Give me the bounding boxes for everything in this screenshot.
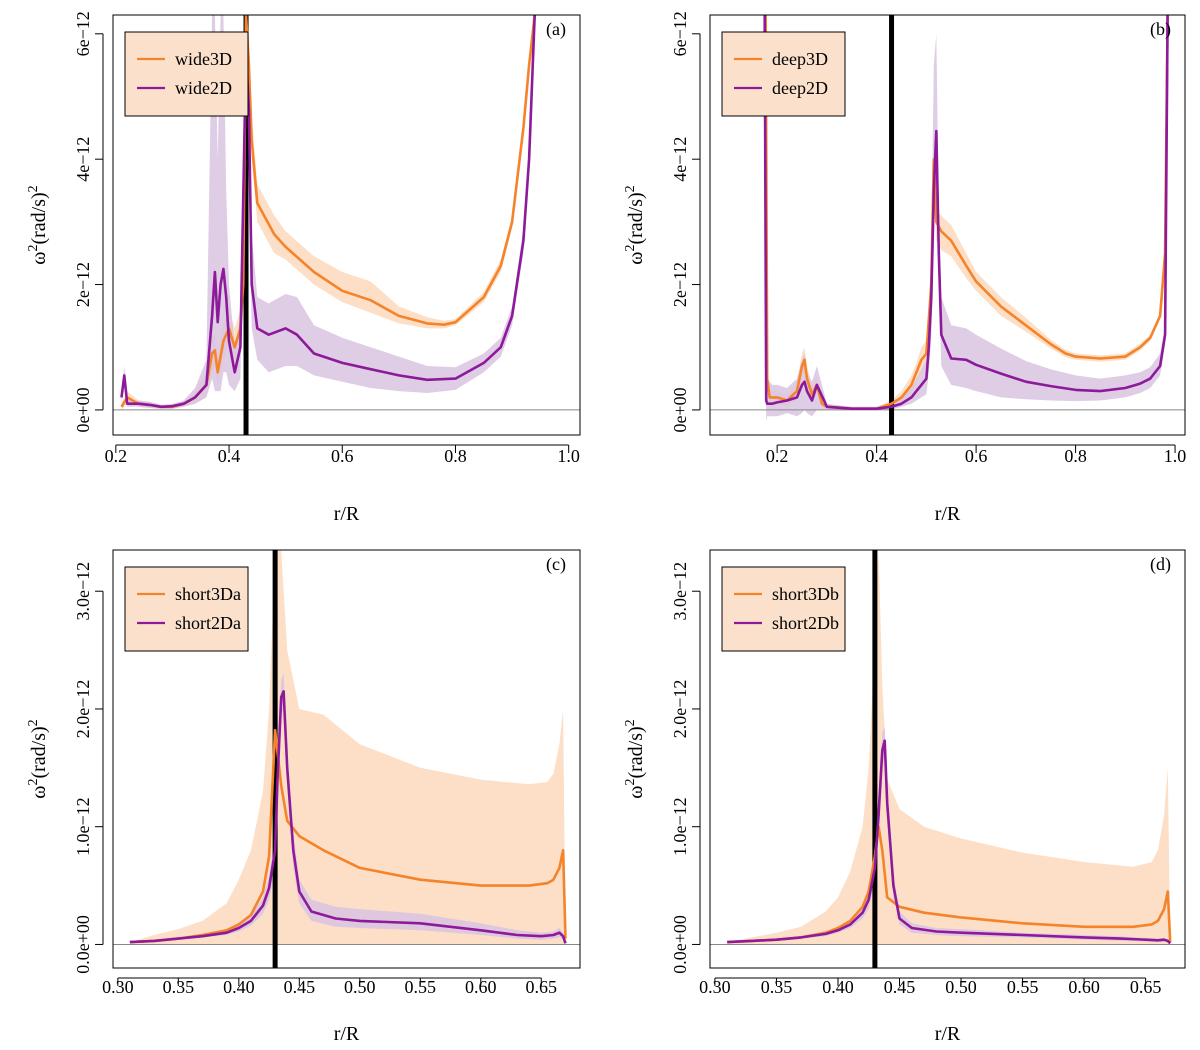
legend-label: short2Db <box>772 613 839 633</box>
x-tick-label: 0.55 <box>405 977 437 997</box>
series-line-short3Da <box>129 728 567 944</box>
x-axis: 0.2 0.4 0.6 0.8 1.0 <box>766 444 1187 466</box>
y-tick-label: 3.0e−12 <box>670 562 690 621</box>
x-tick-label: 0.60 <box>1068 977 1100 997</box>
y-tick-label: 0.0e+00 <box>73 915 93 974</box>
y-tick-label: 4e−12 <box>73 137 93 182</box>
x-tick-label: 0.30 <box>102 977 134 997</box>
x-tick-label: 0.6 <box>965 446 988 466</box>
y-tick-label: 0e+00 <box>73 387 93 432</box>
x-tick-label: 0.45 <box>284 977 316 997</box>
x-tick-label: 0.4 <box>865 446 888 466</box>
y-tick-label: 1.0e−12 <box>73 797 93 856</box>
x-tick-label: 0.8 <box>444 446 467 466</box>
x-axis-title: r/R <box>334 1023 360 1045</box>
y-axis-title: ω2(rad/s)2 <box>26 185 50 264</box>
legend-label: wide3D <box>175 49 232 69</box>
legend: wide3D wide2D <box>124 31 249 117</box>
y-tick-label: 0e+00 <box>670 387 690 432</box>
x-axis: 0.30 0.35 0.40 0.45 0.50 0.55 0.60 0.65 <box>699 977 1161 997</box>
x-tick-label: 0.60 <box>465 977 497 997</box>
legend-box <box>124 566 249 652</box>
legend-box <box>721 566 846 652</box>
y-tick-label: 3.0e−12 <box>73 562 93 621</box>
y-tick-label: 2.0e−12 <box>73 680 93 739</box>
y-tick-label: 1.0e−12 <box>670 797 690 856</box>
series-line-deep2D <box>763 15 1169 411</box>
x-tick-label: 0.8 <box>1064 446 1087 466</box>
x-tick-label: 0.40 <box>223 977 255 997</box>
legend-label: short2Da <box>175 613 241 633</box>
legend: short3Db short2Db <box>721 566 846 652</box>
y-axis: 0.0e+00 1.0e−12 2.0e−12 3.0e−12 <box>670 562 701 974</box>
x-tick-label: 0.40 <box>822 977 854 997</box>
series-line-deep3D <box>764 15 1169 411</box>
x-tick-label: 0.2 <box>766 446 789 466</box>
series-line-short2Da <box>129 689 567 944</box>
x-tick-label: 0.50 <box>344 977 376 997</box>
plot-frame <box>709 14 1186 436</box>
x-tick-label: 0.2 <box>105 446 128 466</box>
x-axis-title: r/R <box>935 1023 961 1045</box>
panel-label: (b) <box>1150 19 1171 40</box>
y-tick-label: 4e−12 <box>670 137 690 182</box>
y-axis: 0.0e+00 1.0e−12 2.0e−12 3.0e−12 <box>73 562 104 974</box>
x-axis-title: r/R <box>334 503 360 525</box>
legend-label: short3Db <box>772 584 839 604</box>
y-axis: 0e+00 2e−12 4e−12 6e−12 <box>670 11 701 432</box>
legend: short3Da short2Da <box>124 566 249 652</box>
legend-label: deep3D <box>772 49 828 69</box>
panel-b: 0.2 0.4 0.6 0.8 1.0 r/R 0e+00 2e−12 4e−12 6e−12 ω2… <box>623 11 1186 525</box>
panel-label: (c) <box>546 554 566 575</box>
x-tick-label: 0.50 <box>945 977 977 997</box>
y-axis-title: ω2(rad/s)2 <box>623 185 647 264</box>
series-line-wide2D <box>120 15 536 409</box>
x-tick-label: 0.55 <box>1007 977 1039 997</box>
x-tick-label: 0.30 <box>699 977 731 997</box>
y-axis-title: ω2(rad/s)2 <box>26 719 50 798</box>
y-axis: 0e+00 2e−12 4e−12 6e−12 <box>73 11 104 432</box>
plot-frame <box>112 549 581 969</box>
y-tick-label: 2e−12 <box>73 262 93 307</box>
band-short3Db <box>727 550 1171 945</box>
legend-label: wide2D <box>175 78 232 98</box>
plot-area <box>113 550 580 968</box>
x-axis: 0.30 0.35 0.40 0.45 0.50 0.55 0.60 0.65 <box>102 977 557 997</box>
x-axis-title: r/R <box>935 503 961 525</box>
x-tick-label: 0.6 <box>331 446 354 466</box>
plot-frame <box>709 549 1186 969</box>
x-tick-label: 0.35 <box>761 977 793 997</box>
y-tick-label: 2e−12 <box>670 262 690 307</box>
panel-c: 0.30 0.35 0.40 0.45 0.50 0.55 0.60 0.65 r/R 0.0e+… <box>26 549 581 1045</box>
x-tick-label: 1.0 <box>557 446 580 466</box>
plot-frame <box>112 14 581 436</box>
series-line-short2Db <box>727 739 1172 945</box>
plot-area <box>710 550 1185 968</box>
legend-label: short3Da <box>175 584 241 604</box>
y-tick-label: 6e−12 <box>670 11 690 56</box>
band-short3Da <box>129 550 566 945</box>
y-tick-label: 2.0e−12 <box>670 680 690 739</box>
x-tick-label: 1.0 <box>1164 446 1187 466</box>
y-axis-title: ω2(rad/s)2 <box>623 719 647 798</box>
legend: deep3D deep2D <box>721 31 846 117</box>
x-tick-label: 0.35 <box>163 977 195 997</box>
y-tick-label: 0.0e+00 <box>670 915 690 974</box>
x-tick-label: 0.65 <box>1130 977 1162 997</box>
plot-area <box>710 15 1185 435</box>
panel-a: 0.2 0.4 0.6 0.8 1.0 r/R 0e+00 2e−12 4e−12 6e−12 ω2… <box>26 11 581 525</box>
legend-label: deep2D <box>772 78 828 98</box>
x-tick-label: 0.45 <box>884 977 916 997</box>
y-tick-label: 6e−12 <box>73 11 93 56</box>
panel-label: (d) <box>1150 554 1171 575</box>
x-axis: 0.2 0.4 0.6 0.8 1.0 <box>105 444 580 466</box>
x-tick-label: 0.65 <box>526 977 558 997</box>
x-tick-label: 0.4 <box>218 446 241 466</box>
panel-label: (a) <box>546 19 566 40</box>
legend-box <box>124 31 249 117</box>
legend-box <box>721 31 846 117</box>
panel-d: 0.30 0.35 0.40 0.45 0.50 0.55 0.60 0.65 r/R 0.0e+… <box>623 549 1186 1045</box>
